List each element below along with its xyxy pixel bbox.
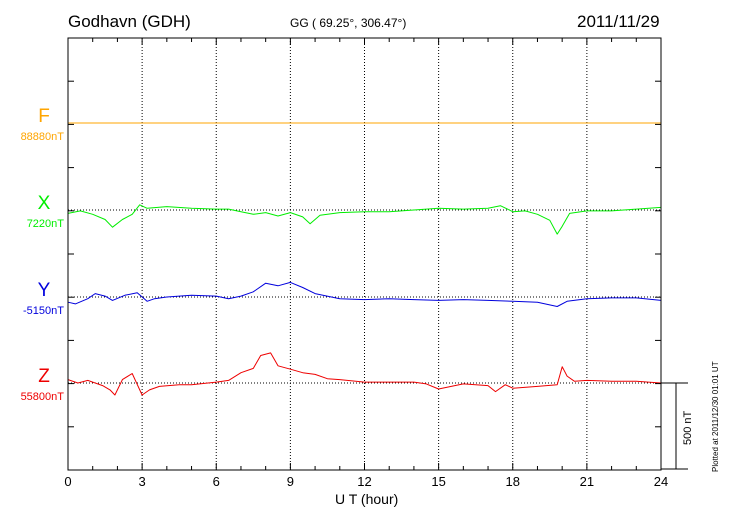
scale-bar-label: 500 nT [682,410,694,445]
channel-label-z: Z [38,366,50,387]
series-z [67,352,662,396]
scale-bar [661,382,688,470]
x-tick-label: 0 [64,474,72,489]
x-tick-label: 12 [357,474,372,489]
channel-baseline-value-y: -5150nT [23,305,64,317]
grid-lines [141,38,588,470]
plotted-timestamp: Plotted at 2011/12/30 01:01 UT [711,361,720,472]
x-tick-label: 6 [212,474,220,489]
channel-label-x: X [37,193,51,214]
channel-label-f: F [38,106,50,127]
x-axis-label: U T (hour) [335,491,399,507]
series-layer [67,122,662,396]
station-title: Godhavn (GDH) [68,12,191,31]
x-tick-label: 21 [579,474,595,489]
channel-label-y: Y [37,280,51,301]
series-x [67,204,662,235]
y-tick-marks [68,37,661,471]
x-tick-label: 24 [653,474,669,489]
channel-baseline-value-f: 88880nT [20,131,64,143]
x-tick-label: 15 [431,474,446,489]
x-tick-label: 9 [286,474,294,489]
channel-baseline-value-x: 7220nT [26,218,64,230]
x-tick-label: 18 [505,474,520,489]
x-tick-label: 3 [138,474,146,489]
station-coordinates: GG ( 69.25°, 306.47°) [290,16,407,30]
series-y [67,281,662,307]
channel-baseline-value-z: 55800nT [20,391,64,403]
chart-date: 2011/11/29 [577,12,660,31]
